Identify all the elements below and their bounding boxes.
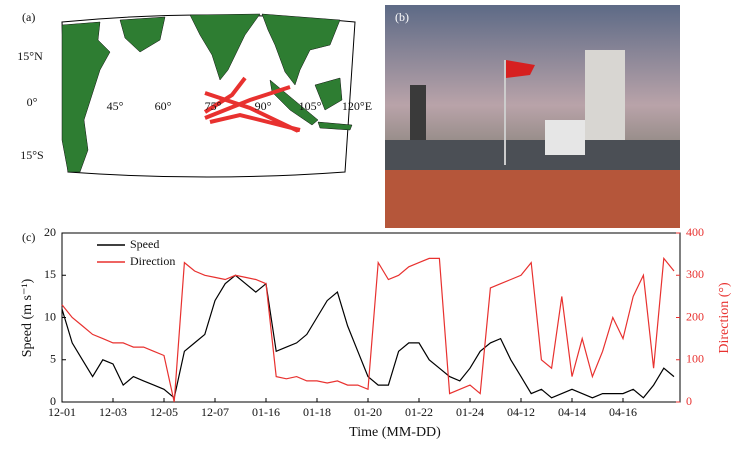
flag [506,60,535,78]
lon-label: 75° [205,99,222,113]
x-tick-label: 01-16 [252,405,280,419]
x-tick-label: 12-05 [150,405,178,419]
lon-label: 60° [155,99,172,113]
x-tick-label: 12-01 [48,405,76,419]
lon-label: 105° [299,99,322,113]
y-tick-label: 15 [44,267,56,281]
legend-label: Speed [130,237,159,251]
lon-label: 90° [255,99,272,113]
y2-tick-label: 200 [686,309,704,323]
land [119,16,166,53]
x-tick-label: 04-12 [507,405,535,419]
lat-label: 0° [27,95,38,109]
y-tick-label: 10 [44,309,56,323]
panel-label: (a) [22,10,35,24]
x-tick-label: 01-22 [405,405,433,419]
lat-label: 15°S [20,148,43,162]
chart: (c) Time (MM-DD) Speed (m s⁻¹) Direction… [20,225,732,440]
x-tick-label: 04-14 [558,405,586,419]
y2-axis-label: Direction (°) [717,282,732,354]
y2-tick-label: 300 [686,267,704,281]
instrument [545,120,585,155]
lon-label: 120°E [342,99,372,113]
y-tick-label: 0 [50,394,56,408]
mast [410,85,426,145]
panel-label: (c) [22,230,35,244]
x-tick-label: 01-18 [303,405,331,419]
land [189,13,261,81]
photo-panel: (b) [385,5,680,228]
y-tick-label: 5 [50,352,56,366]
deck [385,165,680,228]
x-tick-label: 04-16 [609,405,637,419]
land [61,21,111,173]
structure [585,50,625,150]
map-panel: (a) 15°N 0° 15°S 45° 60° 75° 90° 105° 120°E [17,10,372,178]
land [314,77,343,111]
y2-tick-label: 400 [686,225,704,239]
land [261,13,341,86]
y2-tick-label: 100 [686,352,704,366]
panel-label: (b) [395,10,409,24]
x-axis-label: Time (MM-DD) [349,425,441,440]
rail [385,140,680,170]
land [317,121,353,131]
series-line [61,256,675,403]
ship-track [203,76,301,133]
y2-tick-label: 0 [686,394,692,408]
series-line [61,274,675,399]
y-tick-label: 20 [44,225,56,239]
x-tick-label: 01-20 [354,405,382,419]
lon-label: 45° [107,99,124,113]
y-axis-label: Speed (m s⁻¹) [20,278,35,357]
x-tick-label: 12-03 [99,405,127,419]
x-tick-label: 12-07 [201,405,229,419]
x-tick-label: 01-24 [456,405,484,419]
lat-label: 15°N [17,49,43,63]
legend-label: Direction [130,254,175,268]
